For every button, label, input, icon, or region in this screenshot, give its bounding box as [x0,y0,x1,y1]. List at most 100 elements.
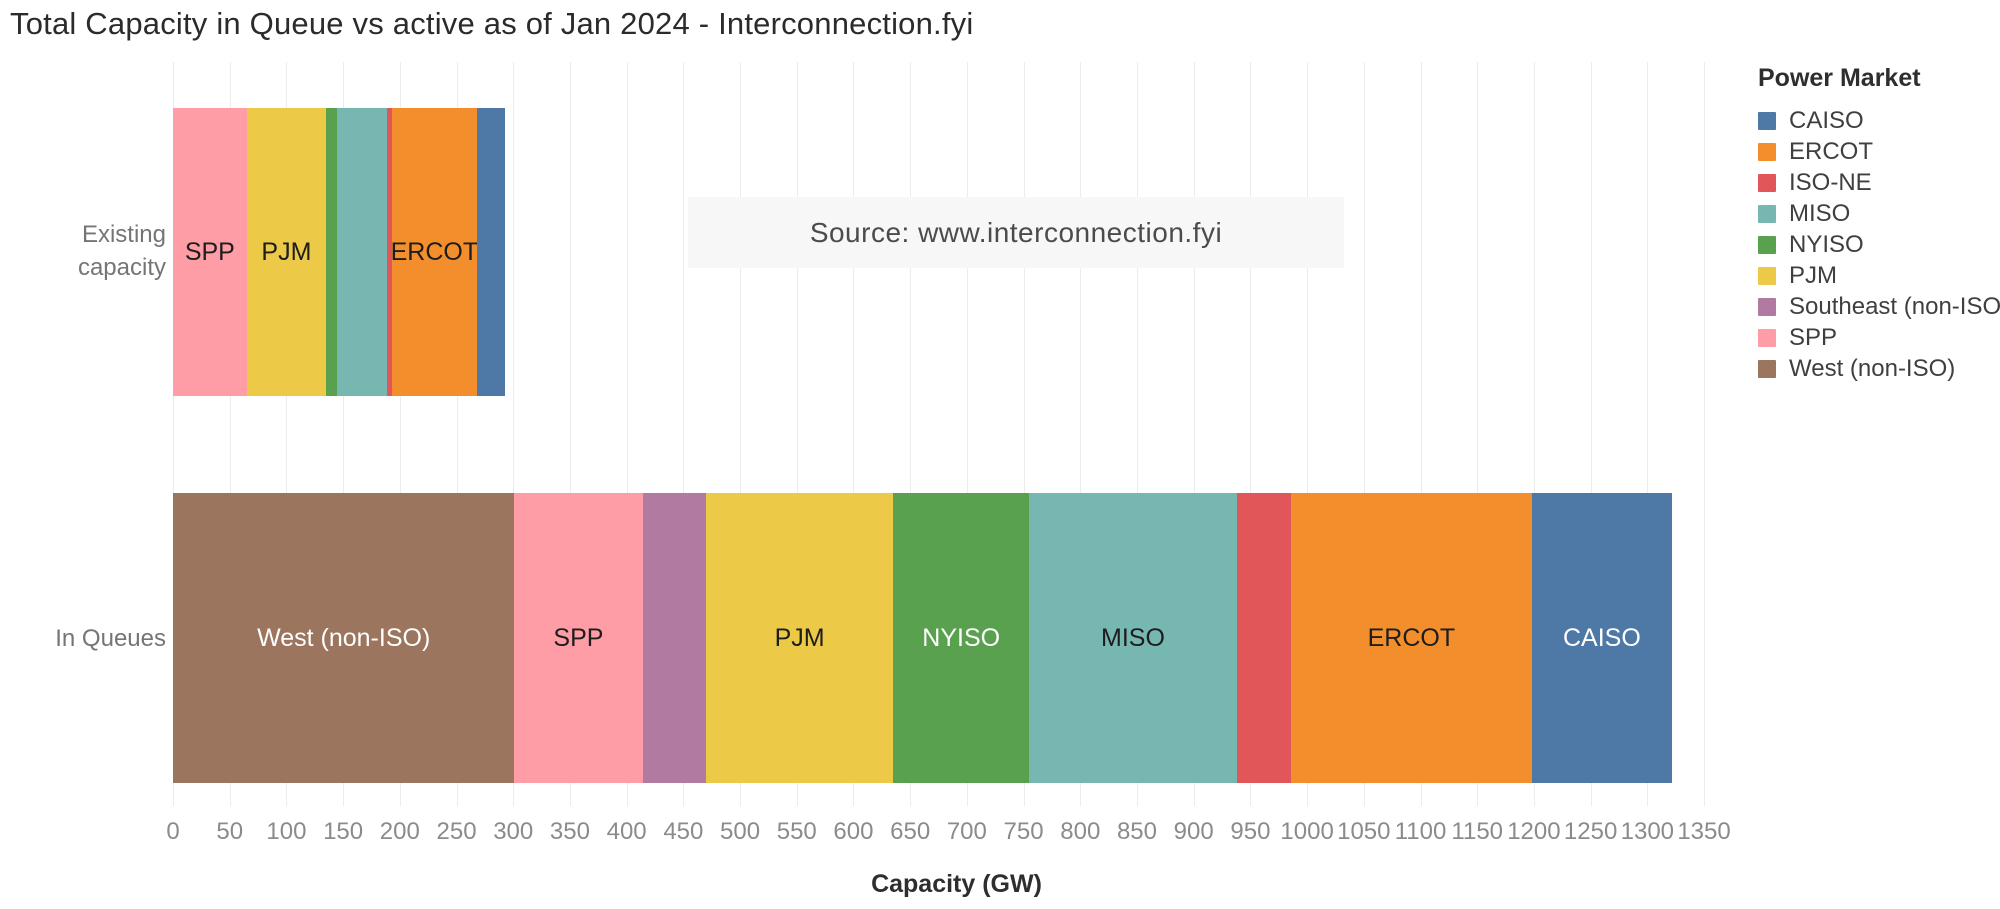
legend-item-nyiso[interactable]: NYISO [1758,229,1998,260]
source-note-text: Source: www.interconnection.fyi [809,216,1223,248]
bar-segment-southeast-non-iso-[interactable] [642,493,706,783]
x-tick-label: 100 [266,818,307,845]
source-note-box: Source: www.interconnection.fyi [688,197,1344,268]
bar-segment-pjm[interactable]: PJM [246,108,327,396]
legend-label: ERCOT [1789,137,1873,165]
gridline [343,62,345,806]
legend-item-pjm[interactable]: PJM [1758,260,1998,291]
x-tick-label: 150 [323,818,364,845]
legend-label: MISO [1789,199,1851,227]
legend-swatch [1758,235,1776,254]
gridline [1023,62,1025,806]
gridline [910,62,912,806]
legend-item-spp[interactable]: SPP [1758,322,1998,353]
legend-swatch [1758,266,1776,285]
gridline [1193,62,1195,806]
x-tick-label: 650 [890,818,931,845]
bar-segment-ercot[interactable]: ERCOT [1291,493,1532,783]
legend-item-southeast-non-iso-[interactable]: Southeast (non-ISO) [1758,291,2000,322]
segment-label: PJM [774,623,825,652]
legend-label: ISO-NE [1789,168,1872,196]
bar-segment-nyiso[interactable]: NYISO [893,493,1030,783]
gridline [286,62,288,806]
x-tick-label: 350 [549,818,590,845]
gridline [456,62,458,806]
bar-segment-ercot[interactable]: ERCOT [390,108,479,396]
segment-label: ERCOT [390,237,479,266]
gridline [399,62,401,806]
x-axis-title: Capacity (GW) [871,870,1042,898]
gridline [1307,62,1309,806]
legend: Power Market CAISO ERCOT ISO-NE MISO NYISO PJ… [1758,64,2000,384]
segment-label: MISO [1101,623,1165,652]
legend-item-west-non-iso-[interactable]: West (non-ISO) [1758,353,1998,384]
row-label-in-queues: In Queues [55,625,166,652]
plot-area: SPP PJM ERCOT West (non-ISO) SPP PJM NYISO MIS… [173,62,1740,806]
legend-item-caiso[interactable]: CAISO [1758,105,1998,136]
legend-label: CAISO [1789,106,1864,134]
legend-item-iso-ne[interactable]: ISO-NE [1758,167,1998,198]
x-tick-label: 400 [606,818,647,845]
gridline [796,62,798,806]
x-tick-label: 1050 [1337,818,1391,845]
x-tick-label: 1350 [1677,818,1731,845]
bar-segment-iso-ne[interactable] [387,108,392,396]
bar-segment-miso[interactable]: MISO [1029,493,1237,783]
x-tick-label: 250 [436,818,477,845]
bar-segment-spp[interactable]: SPP [514,493,643,783]
x-tick-label: 450 [663,818,704,845]
legend-swatch [1758,328,1776,347]
row-label-existing-capacity: Existing capacity [77,221,166,281]
gridline [1136,62,1138,806]
bar-segment-iso-ne[interactable] [1236,493,1292,783]
gridline [740,62,742,806]
x-tick-label: 200 [379,818,420,845]
gridline [173,62,174,806]
gridline [229,62,231,806]
gridline [1363,62,1365,806]
legend-swatch [1758,297,1776,316]
x-tick-label: 1250 [1563,818,1618,845]
gridline [1080,62,1082,806]
gridline [1420,62,1422,806]
bar-segment-caiso[interactable]: CAISO [1531,493,1673,783]
x-tick-label: 1200 [1507,818,1561,845]
bar-segment-miso[interactable] [337,108,388,396]
legend-item-ercot[interactable]: ERCOT [1758,136,1998,167]
bar-segment-west-non-iso-[interactable]: West (non-ISO) [173,493,515,783]
segment-label: NYISO [922,623,1001,652]
segment-label: West (non-ISO) [257,623,431,652]
legend-item-miso[interactable]: MISO [1758,198,1998,229]
x-tick-label: 900 [1173,818,1214,845]
chart-title: Total Capacity in Queue vs active as of … [10,6,974,41]
gridline [626,62,628,806]
gridline [1704,62,1706,806]
x-tick-label: 950 [1230,818,1271,845]
legend-swatch [1758,204,1776,223]
bar-segment-nyiso[interactable] [326,108,338,396]
gridline [966,62,968,806]
bar-segment-spp[interactable]: SPP [173,108,247,396]
bar-segment-pjm[interactable]: PJM [706,493,894,783]
x-tick-label: 600 [833,818,874,845]
gridline [1647,62,1649,806]
legend-label: SPP [1789,323,1838,351]
legend-label: NYISO [1789,230,1864,258]
x-tick-label: 1150 [1451,818,1504,845]
segment-label: PJM [261,237,312,266]
x-tick-label: 50 [216,818,244,845]
bar-existing-capacity: SPP PJM ERCOT [173,108,506,396]
legend-swatch [1758,142,1776,161]
bar-segment-caiso[interactable] [476,108,506,396]
x-tick-label: 0 [166,818,180,845]
x-tick-label: 550 [776,818,817,845]
segment-label: SPP [553,623,604,652]
bar-in-queues: West (non-ISO) SPP PJM NYISO MISO ERCOT CAISO [173,493,1673,783]
gridline [1590,62,1592,806]
x-tick-label: 300 [493,818,534,845]
gridline [853,62,855,806]
x-tick-label: 700 [946,818,987,845]
legend-label: Southeast (non-ISO) [1789,292,2000,320]
x-tick-label: 750 [1003,818,1044,845]
